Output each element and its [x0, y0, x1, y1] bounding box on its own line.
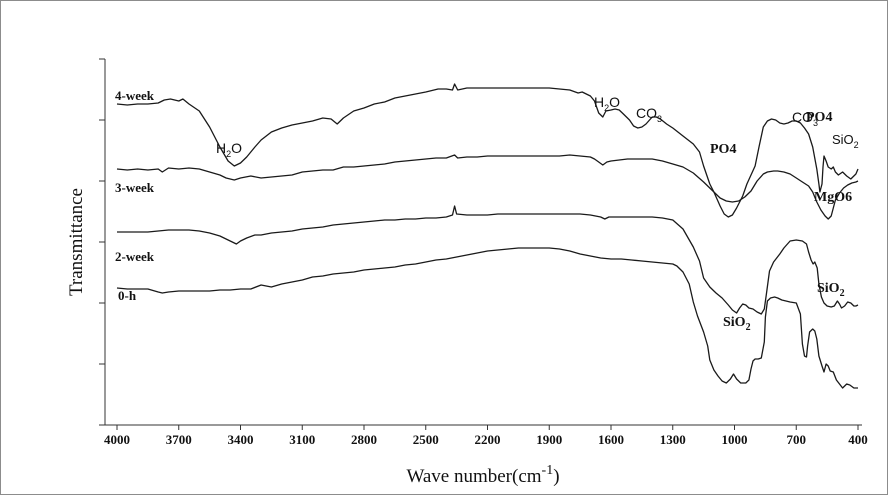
- svg-text:SiO2: SiO2: [832, 132, 859, 150]
- series-label-0-h: 0-h: [118, 288, 137, 303]
- svg-text:SiO2: SiO2: [817, 281, 845, 299]
- annotation-h2o-bend: H2O: [594, 94, 620, 113]
- svg-text:H2O: H2O: [216, 140, 242, 159]
- x-tick-label-1900: 1900: [536, 432, 562, 447]
- x-tick-label-400: 400: [848, 432, 868, 447]
- series-line-0-h: [116, 247, 858, 389]
- annotation-po4-left: PO4: [710, 142, 736, 157]
- series-lines: [116, 83, 859, 389]
- annotation-mgo6: MgO6: [814, 190, 852, 205]
- annotation-co3-right: CO3: [792, 109, 818, 128]
- svg-text:CO3: CO3: [792, 109, 818, 128]
- svg-text:CO3: CO3: [636, 105, 662, 124]
- y-axis-title: Transmittance: [66, 188, 87, 296]
- x-tick-label-3400: 3400: [228, 432, 254, 447]
- x-tick-label-2500: 2500: [413, 432, 439, 447]
- annotation-sio2-top: SiO2: [832, 132, 859, 150]
- x-ticks: 4000 3700 3400 3100 2800 2500 2200 1900 1600 1300…: [104, 425, 868, 447]
- x-tick-label-1300: 1300: [660, 432, 686, 447]
- svg-text:SiO2: SiO2: [723, 315, 751, 333]
- annotation-co3-left: CO3: [636, 105, 662, 124]
- x-tick-label-700: 700: [787, 432, 807, 447]
- x-tick-label-1000: 1000: [722, 432, 748, 447]
- series-line-2-week: [117, 205, 859, 315]
- series-label-2-week: 2-week: [115, 249, 155, 264]
- annotation-sio2-right: SiO2: [817, 281, 845, 299]
- annotation-sio2-left: SiO2: [723, 315, 751, 333]
- series-line-4-week: [116, 83, 859, 218]
- svg-text:H2O: H2O: [594, 94, 620, 113]
- x-tick-label-2800: 2800: [351, 432, 377, 447]
- x-tick-label-4000: 4000: [104, 432, 130, 447]
- series-label-4-week: 4-week: [115, 88, 155, 103]
- annotation-po4-right: PO4: [806, 110, 832, 125]
- plot-area: 4000 3700 3400 3100 2800 2500 2200 1900 1600 1300…: [99, 58, 868, 447]
- x-tick-label-3700: 3700: [166, 432, 192, 447]
- annotation-h2o-broad: H2O: [216, 140, 242, 159]
- series-line-3-week: [116, 154, 859, 220]
- x-tick-label-3100: 3100: [289, 432, 315, 447]
- x-tick-label-2200: 2200: [475, 432, 501, 447]
- svg-text:Wave number(cm-1): Wave number(cm-1): [406, 463, 559, 487]
- y-ticks: [99, 58, 105, 426]
- x-tick-label-1600: 1600: [598, 432, 624, 447]
- x-axis-title: Wave number(cm-1): [406, 463, 559, 487]
- series-label-3-week: 3-week: [115, 180, 155, 195]
